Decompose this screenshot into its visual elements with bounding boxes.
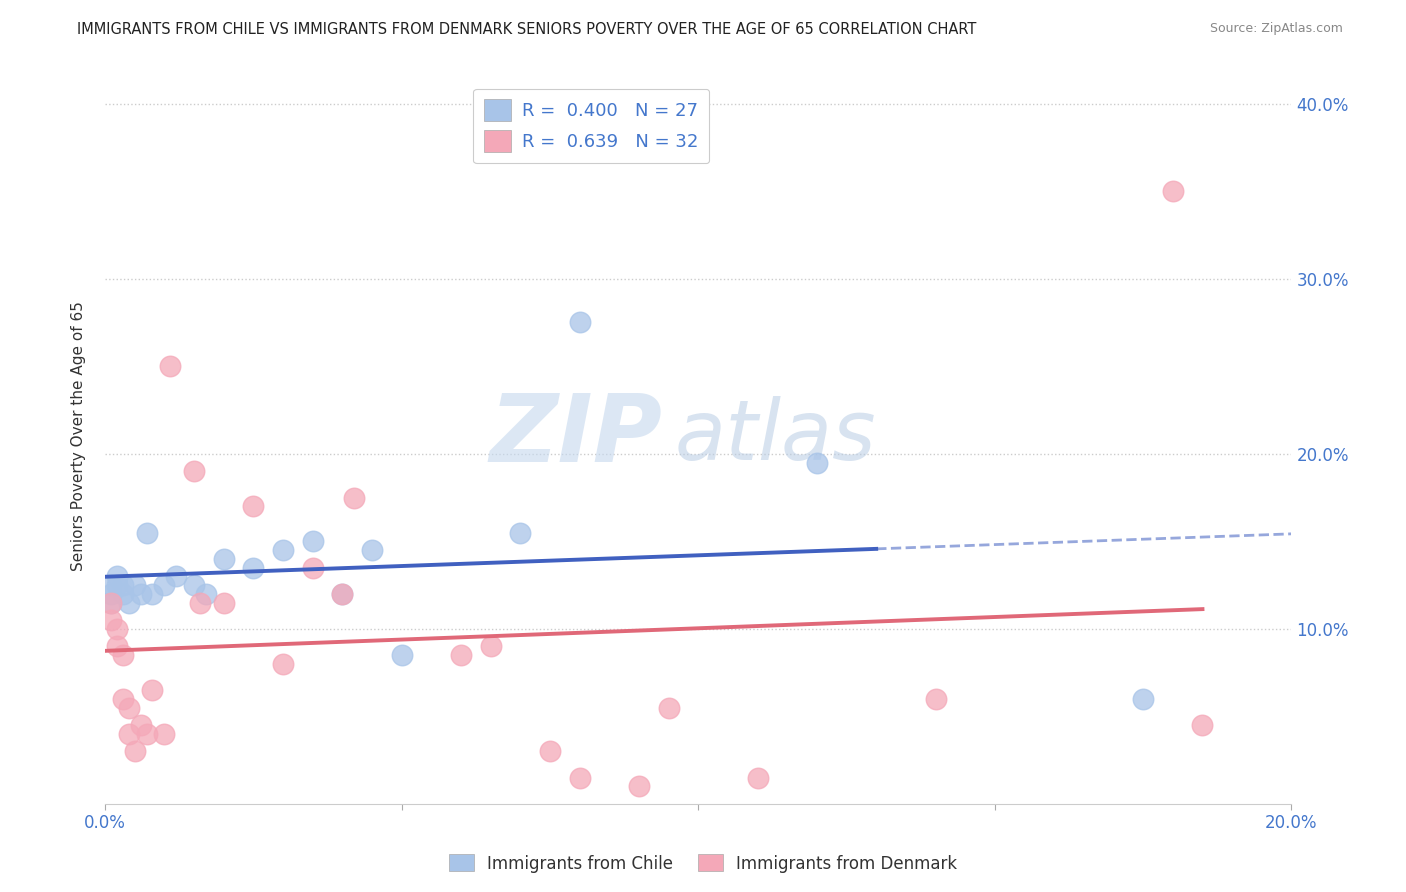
Point bbox=[135, 727, 157, 741]
Point bbox=[330, 587, 353, 601]
Point bbox=[165, 569, 187, 583]
Point bbox=[212, 551, 235, 566]
Point bbox=[105, 622, 128, 636]
Point bbox=[658, 700, 681, 714]
Point bbox=[479, 640, 502, 654]
Point bbox=[391, 648, 413, 662]
Y-axis label: Seniors Poverty Over the Age of 65: Seniors Poverty Over the Age of 65 bbox=[72, 301, 86, 571]
Point bbox=[271, 543, 294, 558]
Point bbox=[100, 578, 122, 592]
Point bbox=[361, 543, 384, 558]
Point bbox=[141, 587, 163, 601]
Point bbox=[118, 727, 141, 741]
Point bbox=[153, 578, 176, 592]
Legend: R =  0.400   N = 27, R =  0.639   N = 32: R = 0.400 N = 27, R = 0.639 N = 32 bbox=[474, 88, 710, 163]
Point bbox=[111, 692, 134, 706]
Point bbox=[105, 569, 128, 583]
Point bbox=[1132, 692, 1154, 706]
Point bbox=[194, 587, 217, 601]
Point bbox=[509, 525, 531, 540]
Point bbox=[118, 596, 141, 610]
Point bbox=[105, 578, 128, 592]
Point bbox=[183, 578, 205, 592]
Point bbox=[129, 718, 152, 732]
Point bbox=[135, 525, 157, 540]
Point bbox=[568, 315, 591, 329]
Point bbox=[153, 727, 176, 741]
Point bbox=[330, 587, 353, 601]
Legend: Immigrants from Chile, Immigrants from Denmark: Immigrants from Chile, Immigrants from D… bbox=[441, 847, 965, 880]
Text: IMMIGRANTS FROM CHILE VS IMMIGRANTS FROM DENMARK SENIORS POVERTY OVER THE AGE OF: IMMIGRANTS FROM CHILE VS IMMIGRANTS FROM… bbox=[77, 22, 977, 37]
Point bbox=[124, 744, 146, 758]
Point bbox=[212, 596, 235, 610]
Point bbox=[924, 692, 946, 706]
Text: ZIP: ZIP bbox=[489, 391, 662, 483]
Point bbox=[105, 640, 128, 654]
Point bbox=[806, 456, 828, 470]
Point bbox=[450, 648, 472, 662]
Point bbox=[188, 596, 211, 610]
Point bbox=[538, 744, 561, 758]
Point bbox=[111, 648, 134, 662]
Point bbox=[1161, 184, 1184, 198]
Point bbox=[343, 491, 366, 505]
Point bbox=[568, 771, 591, 785]
Point bbox=[301, 560, 323, 574]
Point bbox=[100, 587, 122, 601]
Point bbox=[627, 780, 650, 794]
Point bbox=[242, 560, 264, 574]
Point bbox=[129, 587, 152, 601]
Point bbox=[159, 359, 181, 374]
Point bbox=[111, 587, 134, 601]
Point bbox=[124, 578, 146, 592]
Text: atlas: atlas bbox=[675, 396, 876, 476]
Point bbox=[1191, 718, 1213, 732]
Point bbox=[141, 683, 163, 698]
Point bbox=[747, 771, 769, 785]
Text: Source: ZipAtlas.com: Source: ZipAtlas.com bbox=[1209, 22, 1343, 36]
Point bbox=[100, 596, 122, 610]
Point bbox=[242, 500, 264, 514]
Point bbox=[111, 578, 134, 592]
Point bbox=[100, 596, 122, 610]
Point bbox=[301, 534, 323, 549]
Point bbox=[271, 657, 294, 671]
Point bbox=[100, 613, 122, 627]
Point bbox=[183, 464, 205, 478]
Point bbox=[118, 700, 141, 714]
